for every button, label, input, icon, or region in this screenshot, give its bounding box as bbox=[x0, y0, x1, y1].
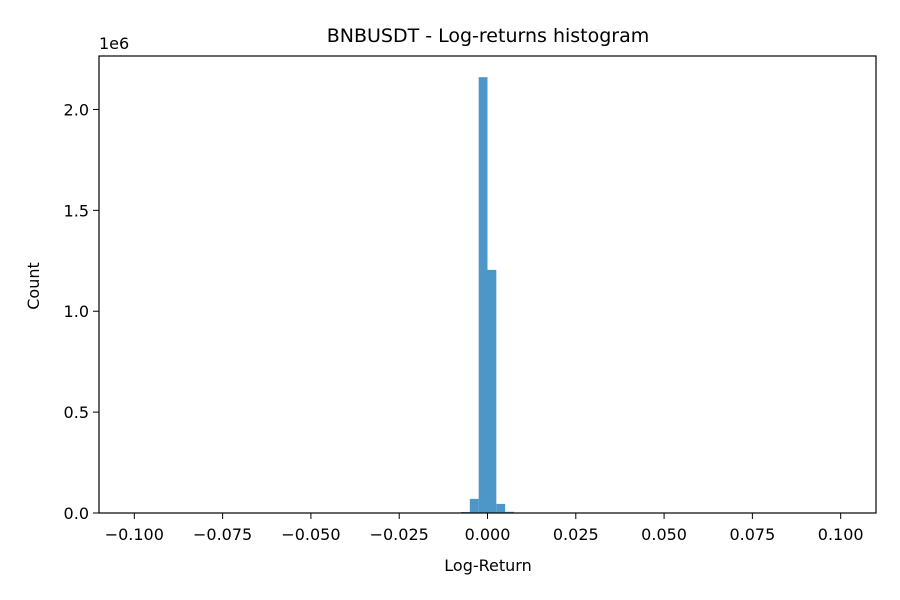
histogram-bar bbox=[496, 503, 506, 513]
histogram-bar bbox=[469, 498, 479, 513]
x-tick-label: −0.025 bbox=[370, 525, 429, 544]
x-tick-label: 0.075 bbox=[729, 525, 775, 544]
x-tick-label: 0.100 bbox=[818, 525, 864, 544]
x-tick-label: 0.050 bbox=[641, 525, 687, 544]
x-tick-label: 0.025 bbox=[553, 525, 599, 544]
histogram-bar bbox=[478, 77, 488, 514]
x-axis-label: Log-Return bbox=[444, 556, 531, 575]
plot-frame bbox=[98, 55, 877, 514]
x-tick-label: −0.100 bbox=[105, 525, 164, 544]
y-tick-label: 0.5 bbox=[64, 403, 89, 422]
x-axis-ticks: −0.100 −0.075 −0.050 −0.025 0.000 0.025 0.050 0… bbox=[105, 513, 864, 544]
y-axis-ticks: 0.0 0.5 1.0 1.5 2.0 bbox=[64, 100, 99, 523]
y-axis-label: Count bbox=[24, 262, 43, 310]
histogram-bar bbox=[505, 511, 514, 513]
y-tick-label: 0.0 bbox=[64, 504, 89, 523]
histogram-bar bbox=[487, 269, 497, 513]
y-axis-multiplier: 1e6 bbox=[99, 34, 129, 53]
x-tick-label: −0.050 bbox=[281, 525, 340, 544]
x-tick-label: 0.000 bbox=[465, 525, 511, 544]
y-tick-label: 1.5 bbox=[64, 201, 89, 220]
histogram-bars bbox=[461, 77, 523, 514]
chart-title: BNBUSDT - Log-returns histogram bbox=[327, 25, 650, 47]
y-tick-label: 1.0 bbox=[64, 302, 89, 321]
x-tick-label: −0.075 bbox=[193, 525, 252, 544]
y-tick-label: 2.0 bbox=[64, 100, 89, 119]
